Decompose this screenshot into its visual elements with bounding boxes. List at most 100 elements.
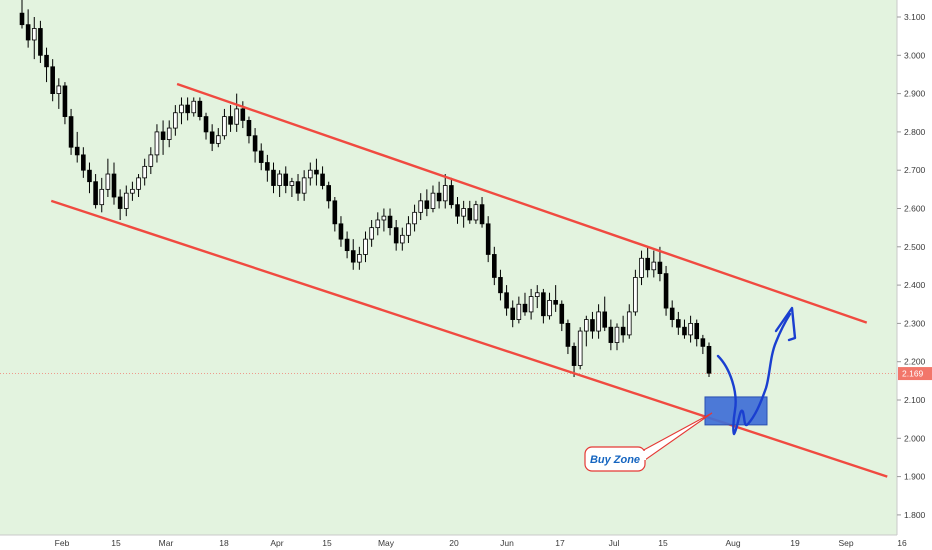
candle-body	[369, 227, 374, 240]
time-tick-label: 15	[658, 538, 668, 548]
candle	[669, 300, 675, 328]
candle-body	[228, 116, 233, 125]
candle-body	[381, 215, 387, 221]
candle-body	[553, 300, 558, 305]
candle	[111, 162, 117, 205]
price-tick-label: 2.400	[904, 280, 926, 290]
candle-body	[154, 131, 160, 156]
candle	[203, 112, 209, 140]
candle-body	[222, 116, 227, 137]
candle	[651, 250, 657, 278]
candle	[130, 181, 135, 201]
candle-body	[400, 234, 405, 244]
candle-body	[271, 169, 276, 186]
candle-body	[265, 162, 270, 171]
candle	[473, 200, 479, 224]
candle-body	[31, 28, 37, 41]
candle	[571, 342, 577, 378]
time-tick-label: Mar	[159, 538, 174, 548]
candle-body	[87, 169, 92, 183]
candle-body	[74, 146, 80, 156]
candle	[706, 342, 712, 378]
candle	[289, 177, 295, 198]
candle	[455, 197, 460, 224]
candle	[412, 204, 417, 232]
candle-body	[663, 273, 669, 309]
projection-path	[716, 312, 792, 436]
candle-body	[479, 204, 485, 225]
candle	[252, 128, 258, 163]
candle	[283, 166, 289, 194]
candle-body	[283, 173, 289, 186]
candle-body	[44, 54, 49, 68]
candle	[676, 311, 681, 335]
candle	[326, 181, 331, 209]
candle	[228, 105, 233, 132]
candle-body	[473, 204, 479, 221]
candle	[350, 239, 356, 270]
candle	[87, 162, 92, 194]
candle-body	[307, 169, 313, 179]
candle-body	[412, 211, 417, 225]
candle-body	[123, 192, 129, 209]
time-tick-label: 17	[555, 538, 565, 548]
candle	[301, 170, 307, 201]
price-tick-label: 2.800	[904, 127, 926, 137]
candle	[700, 334, 706, 355]
time-tick-label: Sep	[838, 538, 853, 548]
candle-body	[590, 319, 595, 332]
candle	[136, 174, 141, 198]
price-tick-label: 2.700	[904, 165, 926, 175]
candle-body	[38, 28, 43, 56]
candle	[246, 116, 252, 144]
candle	[357, 246, 362, 270]
price-tick-label: 2.500	[904, 242, 926, 252]
candle	[479, 197, 485, 228]
candle	[694, 319, 700, 347]
candle-body	[142, 165, 147, 179]
time-tick-label: 20	[449, 538, 459, 548]
candle	[688, 315, 693, 343]
candle-body	[694, 322, 700, 340]
candle	[449, 177, 454, 209]
candle-body	[99, 188, 105, 206]
time-tick-label: Jun	[500, 538, 514, 548]
candle-body	[320, 173, 325, 186]
candle	[332, 197, 338, 232]
candle	[461, 200, 466, 228]
candle-body	[669, 307, 675, 320]
candle-body	[571, 345, 577, 366]
candle-body	[185, 104, 190, 114]
price-tick-label: 2.600	[904, 204, 926, 214]
candle	[626, 304, 632, 339]
candles-layer	[19, 0, 712, 378]
candle	[56, 78, 62, 109]
candle-body	[565, 322, 571, 347]
time-tick-label: May	[378, 538, 395, 548]
time-tick-label: 16	[897, 538, 907, 548]
candle-body	[626, 311, 632, 336]
candle	[271, 162, 276, 194]
candle-body	[148, 154, 154, 167]
price-tick-label: 2.000	[904, 433, 926, 443]
candle	[179, 97, 184, 125]
candle	[363, 231, 368, 263]
candle-body	[522, 303, 528, 313]
candle-body	[105, 173, 111, 190]
candle	[577, 327, 583, 370]
candle-body	[252, 135, 258, 152]
candle	[534, 285, 540, 309]
candle	[381, 208, 387, 232]
candle-body	[68, 116, 74, 148]
candle-body	[602, 311, 608, 328]
candle-body	[166, 127, 172, 140]
price-tick-label: 3.000	[904, 50, 926, 60]
candle-body	[117, 196, 123, 209]
candle-body	[301, 177, 307, 194]
candle-body	[387, 215, 393, 229]
candle	[541, 288, 546, 324]
price-tick-label: 2.300	[904, 318, 926, 328]
candle-body	[62, 85, 68, 117]
candle-body	[173, 112, 178, 129]
